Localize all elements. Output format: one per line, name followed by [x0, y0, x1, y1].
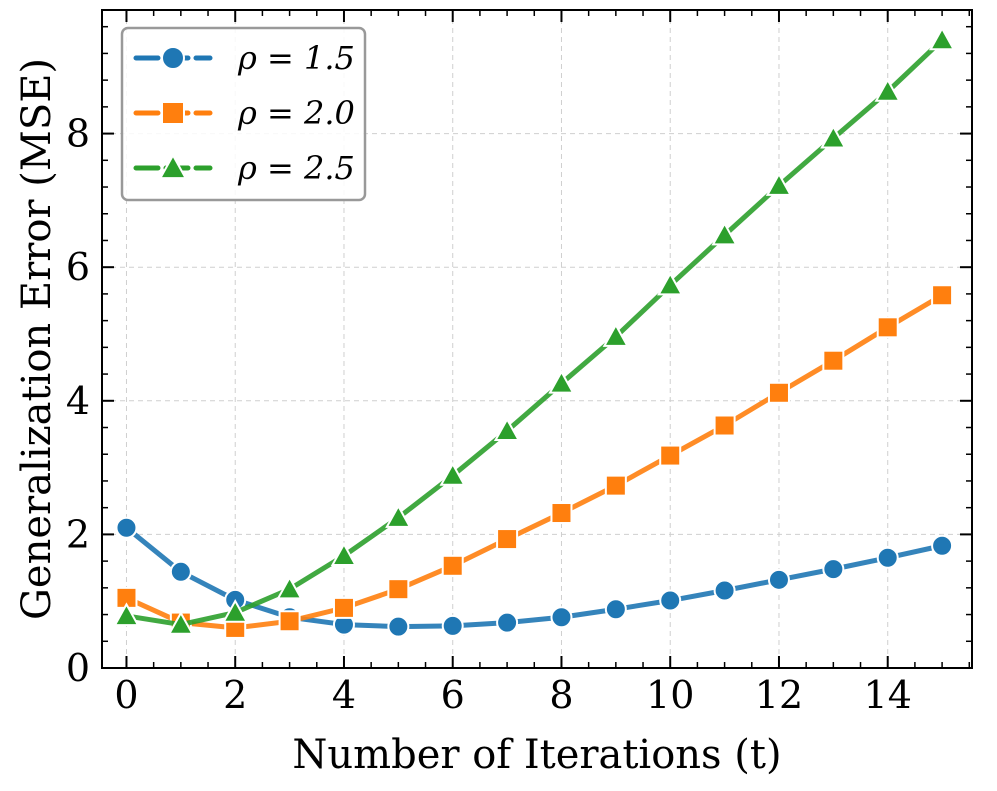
legend-marker [158, 153, 188, 180]
legend-item-3: ρ = 2.5 [133, 149, 355, 187]
data-point [332, 596, 355, 619]
data-point [931, 534, 954, 557]
x-tick-label: 12 [755, 673, 803, 717]
data-point [387, 578, 410, 601]
series-group [113, 26, 956, 639]
y-tick-label: 4 [66, 379, 90, 423]
data-point [820, 124, 847, 149]
x-axis-label: Number of Iterations (t) [292, 732, 781, 778]
series-2 [115, 284, 954, 639]
data-point [115, 516, 138, 539]
series-line [123, 37, 945, 628]
legend-box [120, 26, 367, 202]
y-tick-label: 0 [66, 646, 90, 690]
legend-label: ρ = 2.0 [237, 94, 355, 132]
data-point [767, 568, 790, 591]
y-tick-label: 2 [66, 512, 90, 556]
series-3 [113, 26, 956, 635]
plot-frame [101, 9, 973, 669]
x-tick-label: 4 [332, 673, 356, 717]
data-point [767, 381, 790, 404]
data-point [822, 558, 845, 581]
data-point [387, 615, 410, 638]
data-point [385, 504, 412, 528]
data-point [659, 444, 682, 467]
data-point [550, 502, 573, 525]
data-point [602, 323, 630, 347]
y-axis-label: Generalization Error (MSE) [14, 58, 60, 620]
data-point [657, 271, 684, 296]
legend-label: ρ = 2.5 [237, 149, 355, 187]
data-point [659, 589, 682, 612]
series-line [123, 292, 945, 631]
data-point [876, 546, 899, 569]
data-point [278, 610, 301, 633]
y-tick-label: 8 [66, 112, 90, 156]
data-point [711, 221, 738, 246]
data-point [604, 474, 627, 497]
data-point [548, 369, 575, 394]
legend-label: ρ = 1.5 [237, 39, 355, 77]
data-point [441, 554, 464, 577]
data-point [604, 598, 627, 621]
legend-item-1: ρ = 1.5 [133, 39, 355, 77]
data-point [441, 614, 464, 637]
series-line [123, 525, 945, 630]
data-point [874, 77, 901, 102]
data-point [167, 611, 195, 635]
data-point [169, 560, 192, 583]
data-point [713, 414, 736, 437]
ticks: 0 2 4 6 8 10 12 14 0 2 4 6 8 [66, 10, 972, 717]
x-tick-label: 8 [549, 673, 573, 717]
x-tick-label: 14 [864, 673, 912, 717]
legend-marker [161, 46, 185, 70]
data-point [276, 575, 303, 600]
data-point [113, 602, 140, 627]
data-point [822, 349, 845, 372]
data-point [330, 542, 358, 566]
x-tick-label: 2 [223, 673, 247, 717]
x-tick-label: 10 [646, 673, 694, 717]
data-point [928, 26, 956, 51]
data-point [931, 284, 954, 307]
legend-item-2: ρ = 2.0 [133, 94, 355, 132]
legend-marker [161, 101, 185, 125]
legend: ρ = 1.5 ρ = 2.0 ρ = 2.5 [120, 26, 367, 202]
data-point [713, 579, 736, 602]
data-point [439, 462, 466, 486]
data-point [496, 611, 519, 634]
data-point [496, 528, 519, 551]
data-point [765, 172, 793, 196]
y-tick-label: 6 [66, 245, 90, 289]
x-tick-label: 6 [441, 673, 465, 717]
data-point [493, 417, 521, 442]
data-point [876, 316, 899, 339]
x-tick-label: 0 [114, 673, 138, 717]
data-point [222, 598, 249, 623]
data-point [550, 606, 573, 629]
